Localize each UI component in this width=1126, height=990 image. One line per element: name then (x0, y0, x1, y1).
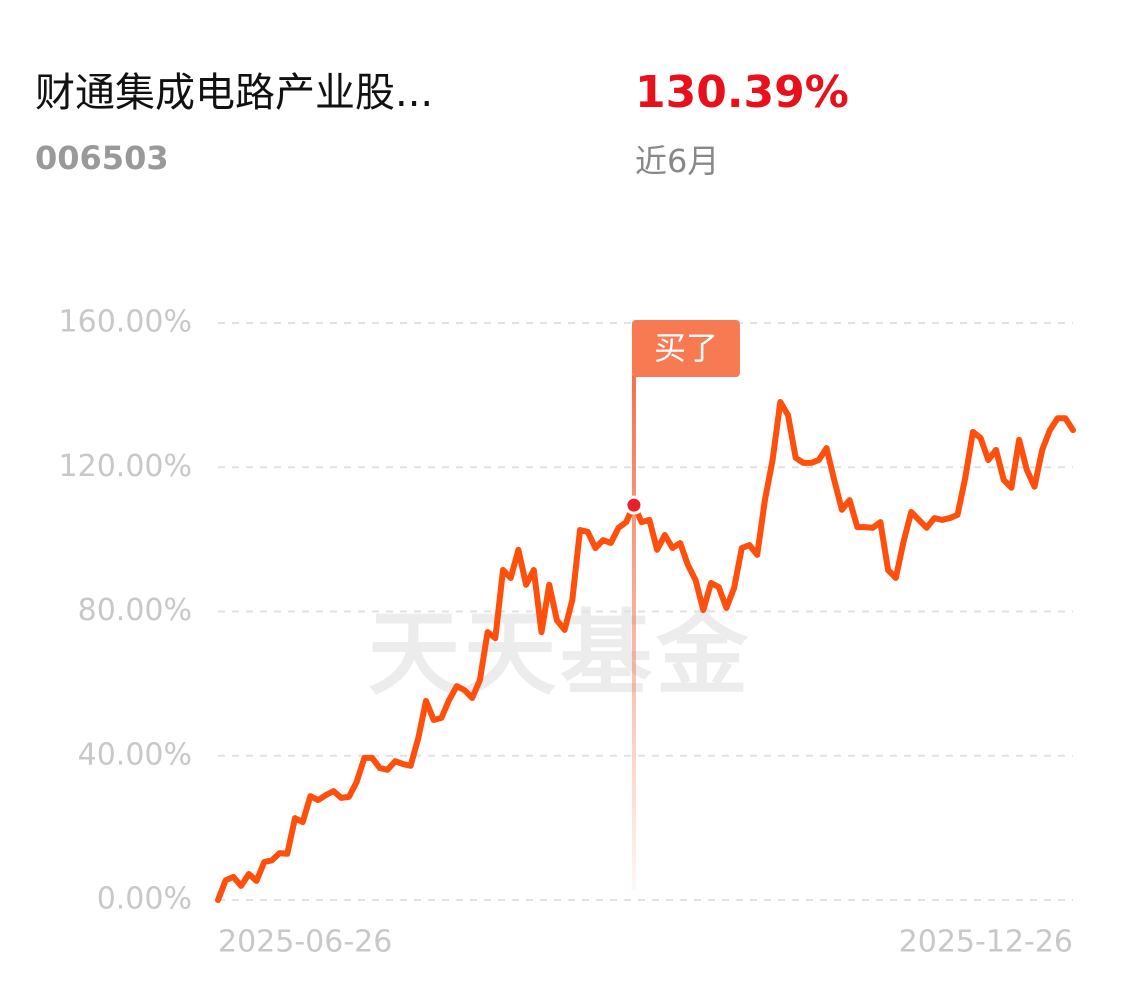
y-tick-label: 160.00% (59, 305, 192, 340)
fund-name: 财通集成电路产业股... (35, 70, 433, 116)
x-tick-label: 2025-12-26 (899, 925, 1073, 960)
period: 近6月 (635, 142, 719, 180)
y-tick-label: 40.00% (78, 737, 192, 772)
annotation-flag (631, 320, 740, 377)
watermark: 天天基金 (368, 600, 752, 707)
y-tick-label: 0.00% (97, 882, 192, 917)
y-tick-label: 120.00% (59, 449, 192, 484)
buy-point (624, 495, 644, 515)
x-tick-label: 2025-06-26 (218, 925, 392, 960)
y-tick-label: 80.00% (78, 593, 192, 628)
line (215, 399, 1076, 903)
fund-code: 006503 (35, 139, 169, 177)
annotation-label: 买了 (654, 329, 718, 367)
annotation-stem (631, 375, 636, 890)
return: 130.39% (635, 67, 849, 118)
